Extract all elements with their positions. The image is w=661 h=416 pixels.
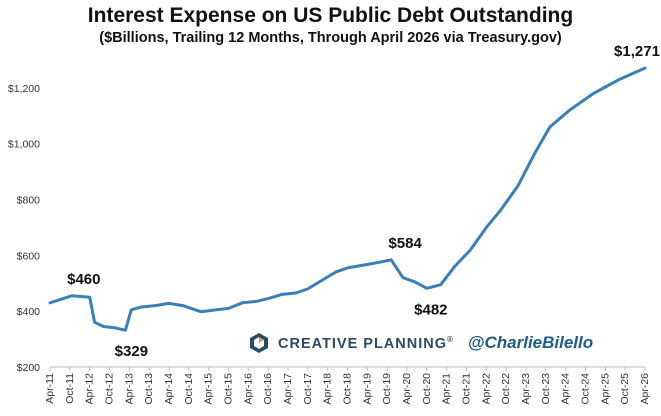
x-tick-label: Oct-15 bbox=[223, 373, 235, 405]
x-tick-label: Oct-18 bbox=[342, 373, 354, 405]
y-tick-label: $400 bbox=[17, 306, 41, 318]
x-tick-label: Oct-22 bbox=[500, 373, 512, 405]
x-tick-label: Apr-18 bbox=[322, 373, 334, 405]
x-tick-label: Oct-25 bbox=[619, 373, 631, 405]
data-annotation: $584 bbox=[388, 235, 422, 252]
x-tick-label: Oct-13 bbox=[143, 373, 155, 405]
y-tick-label: $1,200 bbox=[8, 83, 40, 95]
x-tick-label: Oct-16 bbox=[262, 373, 274, 405]
chart-plot bbox=[48, 66, 647, 332]
x-tick-label: Oct-17 bbox=[302, 373, 314, 405]
x-tick-label: Apr-13 bbox=[123, 373, 135, 405]
data-annotation: $460 bbox=[67, 271, 100, 288]
chart-axes: $200 $400 $600 $800 $1,000 $1,200 Apr-11 Oct-11… bbox=[8, 83, 651, 405]
x-tick-label: Apr-25 bbox=[599, 373, 611, 405]
branding: CREATIVE PLANNING® @CharlieBilello bbox=[248, 328, 593, 358]
x-tick-label: Apr-23 bbox=[520, 373, 532, 405]
x-tick-label: Apr-20 bbox=[401, 373, 413, 405]
y-tick-label: $200 bbox=[17, 362, 41, 374]
y-tick-label: $1,000 bbox=[8, 139, 40, 151]
x-tick-label: Apr-15 bbox=[203, 373, 215, 405]
x-tick-label: Apr-22 bbox=[480, 373, 492, 405]
x-tick-label: Apr-16 bbox=[242, 373, 254, 405]
data-annotation: $329 bbox=[115, 343, 148, 360]
x-tick-label: Apr-11 bbox=[44, 373, 56, 404]
x-tick-label: Oct-19 bbox=[381, 373, 393, 405]
brand-company-name: CREATIVE PLANNING® bbox=[278, 334, 454, 352]
x-tick-label: Apr-24 bbox=[560, 373, 572, 405]
x-tick-label: Apr-17 bbox=[282, 373, 294, 405]
data-annotation: $482 bbox=[414, 301, 447, 318]
data-annotation: $1,271 bbox=[614, 43, 660, 60]
x-tick-label: Oct-12 bbox=[104, 373, 116, 405]
brand-handle: @CharlieBilello bbox=[467, 333, 594, 352]
series-line bbox=[48, 66, 647, 332]
x-tick-label: Apr-14 bbox=[163, 373, 175, 405]
x-tick-label: Oct-23 bbox=[540, 373, 552, 405]
creative-planning-logo-icon bbox=[250, 333, 268, 353]
y-tick-label: $600 bbox=[17, 250, 41, 262]
x-tick-label: Oct-11 bbox=[64, 373, 76, 404]
x-tick-label: Oct-20 bbox=[421, 373, 433, 405]
chart-annotations: $460 $329 $584 $482 $1,271 bbox=[67, 43, 660, 360]
x-tick-label: Oct-14 bbox=[183, 373, 195, 405]
x-tick-label: Apr-19 bbox=[361, 373, 373, 405]
chart-title: Interest Expense on US Public Debt Outst… bbox=[87, 4, 574, 27]
y-tick-label: $800 bbox=[17, 195, 41, 207]
chart-subtitle: ($Billions, Trailing 12 Months, Through … bbox=[99, 30, 562, 46]
x-tick-label: Oct-24 bbox=[580, 373, 592, 405]
x-tick-label: Apr-21 bbox=[441, 373, 453, 405]
x-tick-label: Apr-26 bbox=[639, 373, 651, 405]
x-tick-label: Oct-21 bbox=[461, 373, 473, 405]
x-tick-label: Apr-12 bbox=[84, 373, 96, 405]
